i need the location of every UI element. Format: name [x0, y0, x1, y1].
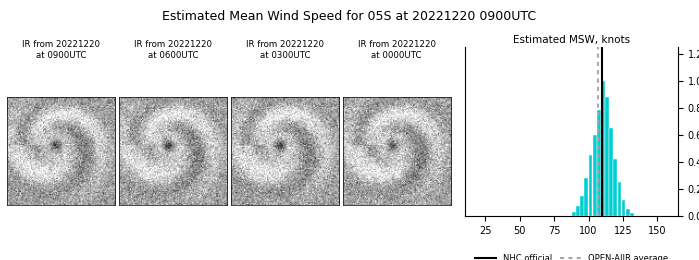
Bar: [576, 206, 580, 216]
Bar: [614, 159, 617, 216]
Bar: [601, 81, 605, 216]
Bar: [630, 213, 634, 216]
Bar: [626, 209, 630, 216]
Bar: [597, 110, 600, 216]
Bar: [593, 135, 597, 216]
Text: IR from 20221220
at 0300UTC: IR from 20221220 at 0300UTC: [246, 40, 324, 60]
Text: Estimated Mean Wind Speed for 05S at 20221220 0900UTC: Estimated Mean Wind Speed for 05S at 202…: [162, 10, 537, 23]
Bar: [589, 155, 593, 216]
Bar: [621, 200, 626, 216]
Text: IR from 20221220
at 0900UTC: IR from 20221220 at 0900UTC: [22, 40, 100, 60]
Text: IR from 20221220
at 0600UTC: IR from 20221220 at 0600UTC: [134, 40, 212, 60]
Bar: [617, 182, 621, 216]
Text: IR from 20221220
at 0000UTC: IR from 20221220 at 0000UTC: [358, 40, 435, 60]
Bar: [584, 178, 589, 216]
Bar: [610, 128, 613, 216]
Bar: [605, 97, 609, 216]
Bar: [572, 212, 576, 216]
Legend: NHC official, OPEN-AIIR average: NHC official, OPEN-AIIR average: [472, 250, 671, 260]
Bar: [580, 196, 584, 216]
Title: Estimated MSW, knots: Estimated MSW, knots: [513, 35, 630, 45]
